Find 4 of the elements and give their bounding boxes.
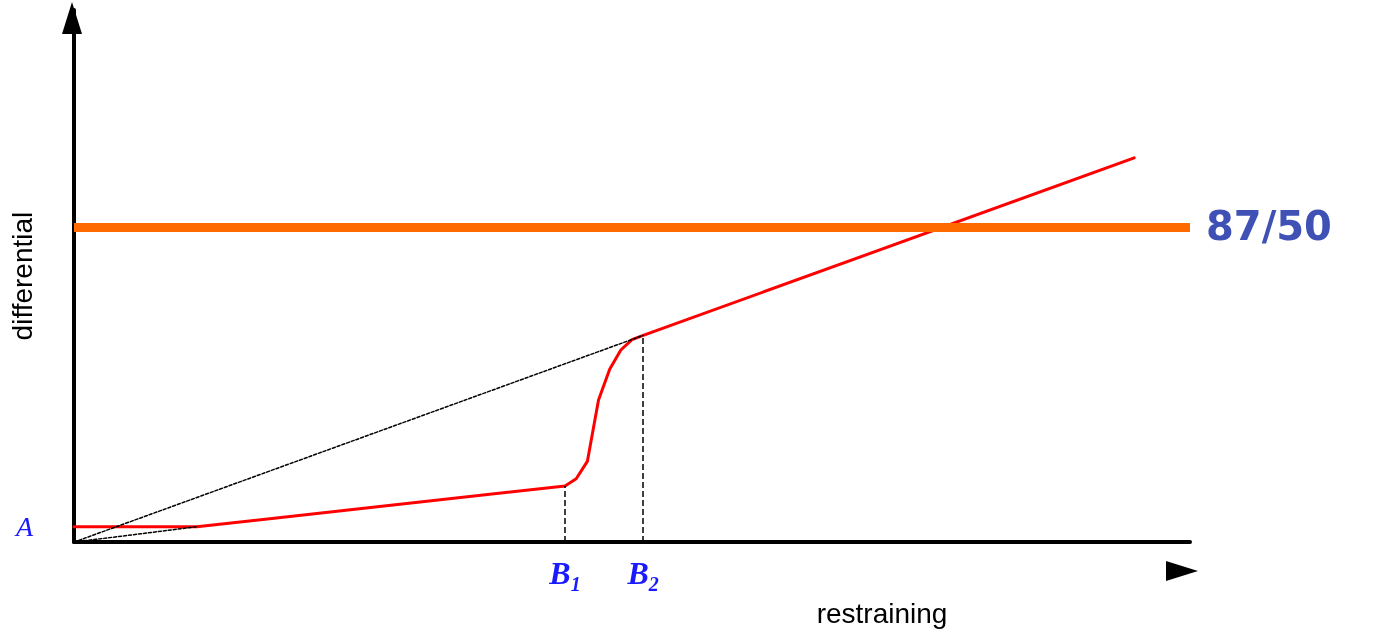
y-axis-title: differential (6, 211, 38, 341)
text: 87/50 (1206, 203, 1332, 250)
x-axis-title: restraining (816, 597, 948, 629)
text: A (14, 511, 34, 543)
